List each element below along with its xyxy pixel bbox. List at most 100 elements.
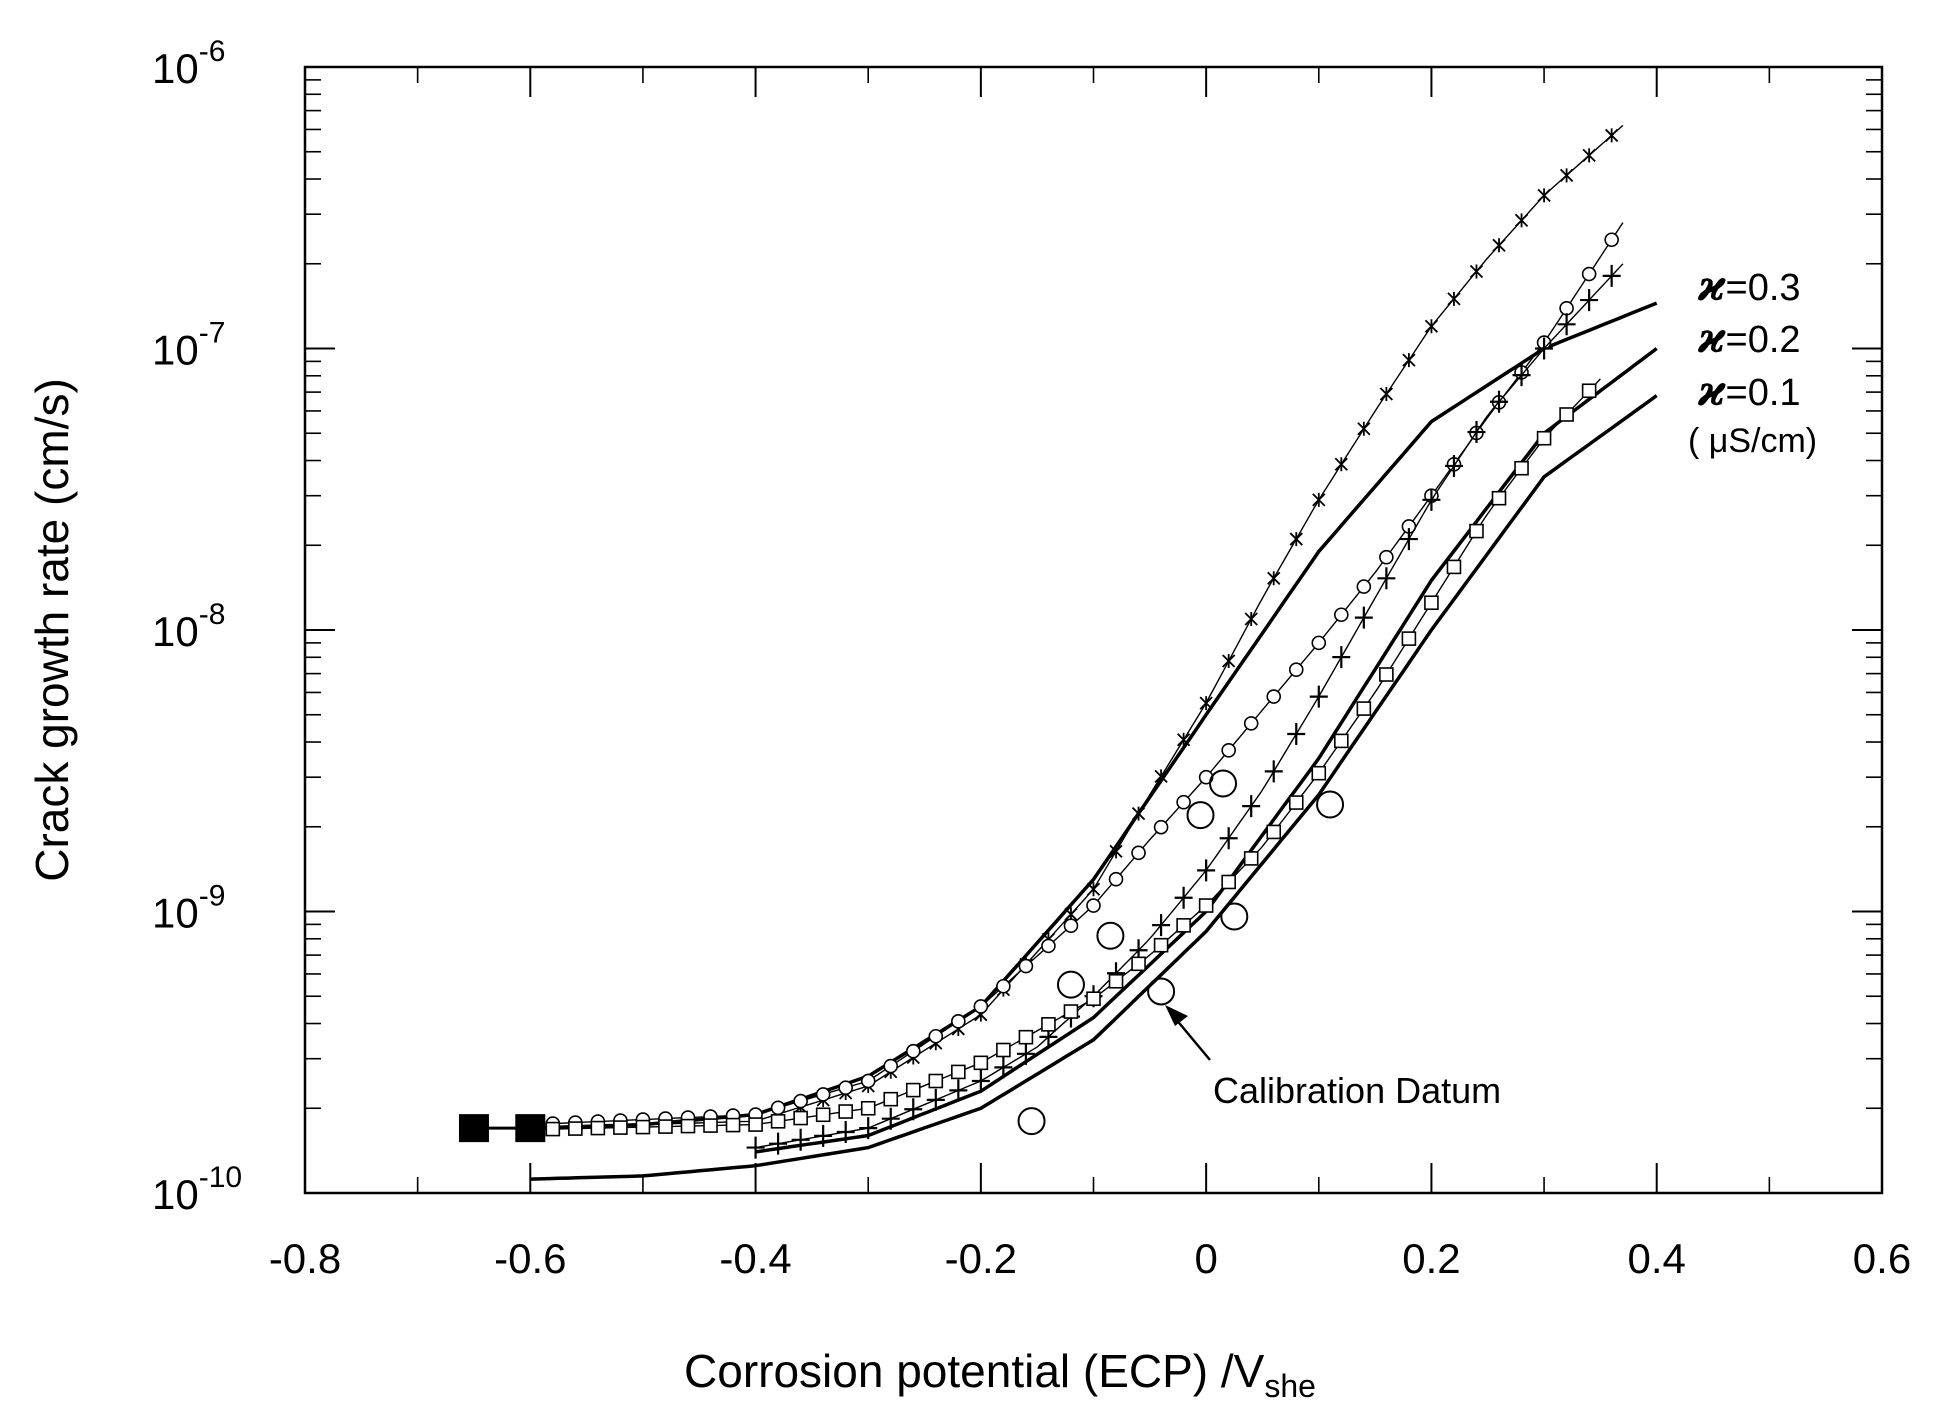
measured-data-point bbox=[1186, 801, 1215, 830]
square-marker bbox=[1176, 918, 1191, 933]
square-marker bbox=[1221, 874, 1236, 890]
x-tick-label: 0 bbox=[1194, 1235, 1217, 1282]
square-marker bbox=[1469, 523, 1484, 539]
square-marker bbox=[1198, 898, 1214, 913]
series-marker-x bbox=[523, 124, 1624, 1136]
x-tick-label: -0.4 bbox=[719, 1235, 791, 1282]
square-marker bbox=[905, 1082, 921, 1098]
plus-marker bbox=[746, 1136, 765, 1159]
small-circle-marker bbox=[1559, 300, 1574, 316]
plus-marker bbox=[791, 1128, 810, 1151]
square-marker bbox=[770, 1114, 786, 1129]
small-circle-marker bbox=[1086, 898, 1101, 913]
plus-marker bbox=[1535, 337, 1554, 360]
annotation-arrow-line bbox=[1174, 1017, 1211, 1061]
square-marker bbox=[725, 1117, 741, 1133]
marker-series-line bbox=[530, 222, 1624, 1126]
square-marker bbox=[658, 1119, 673, 1134]
series-marker-plus bbox=[746, 263, 1624, 1159]
plus-marker bbox=[769, 1132, 788, 1155]
small-circle-marker bbox=[838, 1080, 853, 1095]
asterisk-marker bbox=[1582, 148, 1596, 163]
small-circle-marker bbox=[883, 1058, 899, 1074]
small-circle-marker bbox=[770, 1100, 786, 1116]
plus-marker bbox=[814, 1124, 833, 1147]
plus-marker bbox=[1219, 827, 1238, 850]
y-tick-label: 10-6 bbox=[152, 35, 225, 92]
square-marker bbox=[1018, 1029, 1034, 1045]
square-marker bbox=[815, 1107, 831, 1123]
asterisk-marker bbox=[1334, 457, 1348, 472]
square-marker bbox=[838, 1104, 853, 1119]
measured-data-point bbox=[1220, 902, 1249, 931]
y-tick-label: 10-9 bbox=[152, 880, 225, 937]
small-circle-marker bbox=[815, 1087, 831, 1102]
x-tick-label: -0.2 bbox=[945, 1235, 1017, 1282]
asterisk-marker bbox=[1131, 806, 1146, 821]
axis-tick-labels: -0.8 -0.6 -0.4 -0.2 0 0.2 0.4 0.6 10-10 10-9 10-8 1… bbox=[152, 35, 1911, 1282]
small-circle-marker bbox=[1379, 549, 1394, 565]
kappa-label: ϰ=0.3 bbox=[1697, 261, 1801, 310]
small-circle-marker bbox=[860, 1073, 876, 1089]
square-marker bbox=[860, 1100, 876, 1116]
asterisk-marker bbox=[1267, 571, 1281, 586]
small-circle-marker bbox=[996, 978, 1011, 994]
unit-label: ( μS/cm) bbox=[1688, 422, 1817, 460]
plus-marker bbox=[904, 1098, 923, 1121]
square-marker bbox=[1108, 973, 1124, 989]
asterisk-marker bbox=[1424, 319, 1439, 334]
y-tick-label: 10-8 bbox=[152, 598, 225, 655]
plus-marker bbox=[1197, 859, 1216, 882]
plus-marker bbox=[1399, 528, 1418, 551]
plus-marker bbox=[1152, 914, 1171, 937]
y-tick-label: 10-7 bbox=[152, 317, 225, 374]
small-circle-marker bbox=[1311, 635, 1327, 651]
square-marker bbox=[1063, 1004, 1079, 1019]
small-circle-marker bbox=[928, 1028, 944, 1044]
square-marker bbox=[680, 1118, 696, 1134]
small-circle-marker bbox=[1018, 958, 1034, 974]
y-axis-title: Crack growth rate (cm/s) bbox=[26, 378, 78, 882]
plus-marker bbox=[1422, 488, 1441, 511]
asterisk-marker bbox=[1514, 213, 1529, 228]
kappa-label: ϰ=0.2 bbox=[1697, 313, 1801, 362]
square-marker bbox=[1311, 765, 1327, 781]
series-marker-circle bbox=[522, 222, 1624, 1132]
plus-marker bbox=[1242, 795, 1261, 818]
asterisk-marker bbox=[1289, 532, 1303, 547]
kappa-labels: ϰ=0.3ϰ=0.2ϰ=0.1 bbox=[1697, 261, 1801, 415]
asterisk-marker bbox=[1559, 168, 1574, 183]
plus-marker bbox=[1287, 722, 1306, 745]
square-marker bbox=[1514, 460, 1529, 476]
plus-marker bbox=[994, 1056, 1013, 1079]
square-marker bbox=[1446, 559, 1462, 575]
plus-marker bbox=[1557, 313, 1576, 336]
measured-data-point bbox=[1056, 970, 1085, 999]
plus-marker bbox=[926, 1088, 945, 1111]
plus-marker bbox=[1264, 760, 1283, 783]
plus-marker bbox=[949, 1079, 968, 1102]
plot-frame bbox=[303, 65, 1884, 1195]
y-tick-label: 10-10 bbox=[152, 1161, 242, 1218]
plus-marker bbox=[1490, 390, 1509, 413]
asterisk-marker bbox=[1357, 421, 1371, 436]
square-marker bbox=[1334, 733, 1349, 749]
axis-ticks bbox=[304, 66, 1883, 1194]
x-axis-title-subscript: she bbox=[1264, 1368, 1316, 1404]
square-marker bbox=[1266, 824, 1282, 840]
annotation-arrowhead bbox=[1165, 1005, 1188, 1026]
small-circle-marker bbox=[1176, 794, 1191, 810]
square-marker bbox=[951, 1064, 966, 1080]
kappa-label: ϰ=0.1 bbox=[1697, 366, 1801, 415]
x-tick-label: 0.2 bbox=[1402, 1235, 1460, 1282]
plus-marker bbox=[971, 1069, 990, 1092]
square-marker bbox=[635, 1119, 651, 1135]
small-circle-marker bbox=[1063, 918, 1079, 934]
square-marker bbox=[1041, 1017, 1056, 1032]
asterisk-marker bbox=[1154, 769, 1168, 784]
small-circle-marker bbox=[1604, 232, 1619, 248]
square-marker bbox=[1401, 631, 1417, 646]
asterisk-marker bbox=[1469, 264, 1484, 279]
small-circle-marker bbox=[793, 1093, 808, 1109]
